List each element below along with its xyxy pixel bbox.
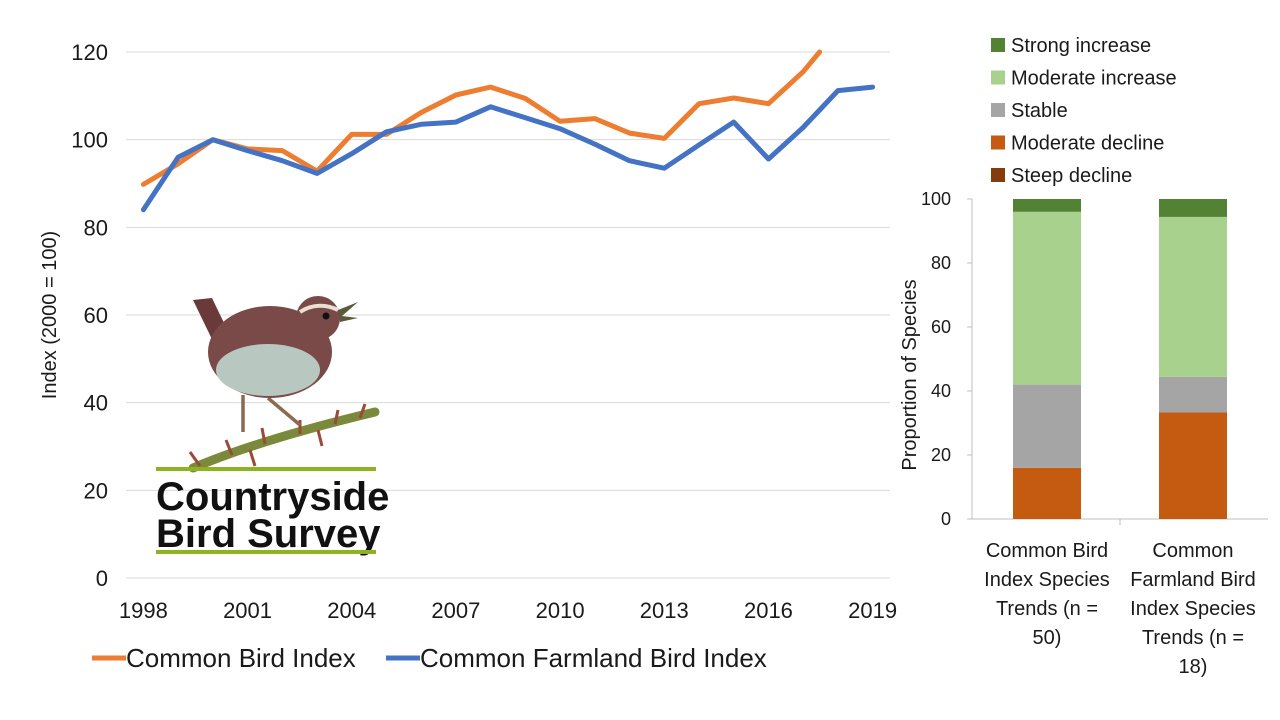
legend-swatch (991, 168, 1005, 182)
y-tick-label: 0 (941, 509, 951, 529)
line-chart-y-ticks: 0 20 40 60 80 100 120 (71, 40, 108, 591)
y-tick-label: 100 (71, 128, 108, 153)
legend-label: Steep decline (1011, 165, 1132, 187)
y-tick-label: 20 (84, 478, 108, 503)
bar-chart-y-axis-label: Proportion of Species (899, 279, 921, 470)
x-tick-label: 2013 (640, 598, 689, 623)
legend-label: Common Farmland Bird Index (420, 643, 767, 673)
bar-chart-y-ticks: 0 20 40 60 80 100 (921, 189, 972, 529)
logo-text-line1: Countryside (156, 475, 389, 519)
y-tick-label: 80 (931, 253, 951, 273)
category-label-line: Index Species (984, 569, 1110, 591)
legend-swatch (991, 135, 1005, 150)
category-label-line: 18) (1179, 656, 1208, 678)
line-chart-y-axis-label: Index (2000 = 100) (39, 231, 61, 399)
x-tick-label: 2004 (327, 598, 376, 623)
bar-segment-strong-increase (1159, 199, 1227, 217)
line-chart-legend: Common Bird Index Common Farmland Bird In… (92, 643, 767, 673)
legend-swatch (991, 103, 1005, 117)
series-line-common-farmland-bird-index (140, 84, 876, 213)
bar-segment-stable (1013, 384, 1081, 468)
bar-segment-stable (1159, 376, 1227, 413)
y-tick-label: 20 (931, 445, 951, 465)
category-label-line: 50) (1033, 627, 1062, 649)
logo-text-line2: Bird Survey (156, 512, 381, 556)
wren-bird-icon (188, 296, 380, 473)
y-tick-label: 0 (96, 566, 108, 591)
y-tick-label: 60 (931, 317, 951, 337)
bar-segment-moderate-decline (1013, 467, 1081, 519)
bar-chart-bars (1013, 199, 1227, 519)
y-tick-label: 120 (71, 40, 108, 65)
category-label-line: Common Bird (986, 540, 1108, 562)
series-line-common-bird-index (140, 49, 823, 187)
legend-swatch (991, 38, 1005, 52)
category-label-line: Farmland Bird (1130, 569, 1256, 591)
bar-chart-legend: Strong increase Moderate increase Stable Mo… (991, 35, 1177, 187)
line-chart-x-ticks: 1998 2001 2004 2007 2010 2013 2016 2019 (119, 598, 897, 623)
y-tick-label: 60 (84, 303, 108, 328)
x-tick-label: 2010 (536, 598, 585, 623)
x-tick-label: 2007 (431, 598, 480, 623)
legend-label: Moderate increase (1011, 68, 1177, 90)
bar-chart-categories: Common Bird Index Species Trends (n = 50) Co… (984, 540, 1256, 678)
x-tick-label: 2016 (744, 598, 793, 623)
legend-label: Moderate decline (1011, 133, 1164, 155)
legend-swatch (991, 70, 1005, 85)
y-tick-label: 100 (921, 189, 951, 209)
y-tick-label: 40 (84, 391, 108, 416)
y-tick-label: 40 (931, 381, 951, 401)
x-tick-label: 2001 (223, 598, 272, 623)
category-label-line: Trends (n = (996, 598, 1098, 620)
line-chart-series (140, 49, 876, 213)
bar-segment-strong-increase (1013, 199, 1081, 212)
countryside-bird-survey-logo: Countryside Bird Survey (156, 296, 389, 556)
legend-label: Common Bird Index (126, 643, 356, 673)
bar-segment-moderate-increase (1159, 216, 1227, 377)
category-label-line: Trends (n = (1142, 627, 1244, 649)
legend-label: Stable (1011, 100, 1068, 122)
bar-segment-moderate-increase (1013, 211, 1081, 385)
x-tick-label: 1998 (119, 598, 168, 623)
category-label-line: Index Species (1130, 598, 1256, 620)
y-tick-label: 80 (84, 215, 108, 240)
legend-label: Strong increase (1011, 35, 1151, 57)
bar-segment-moderate-decline (1159, 412, 1227, 519)
x-tick-label: 2019 (848, 598, 897, 623)
category-label-line: Common (1152, 540, 1233, 562)
